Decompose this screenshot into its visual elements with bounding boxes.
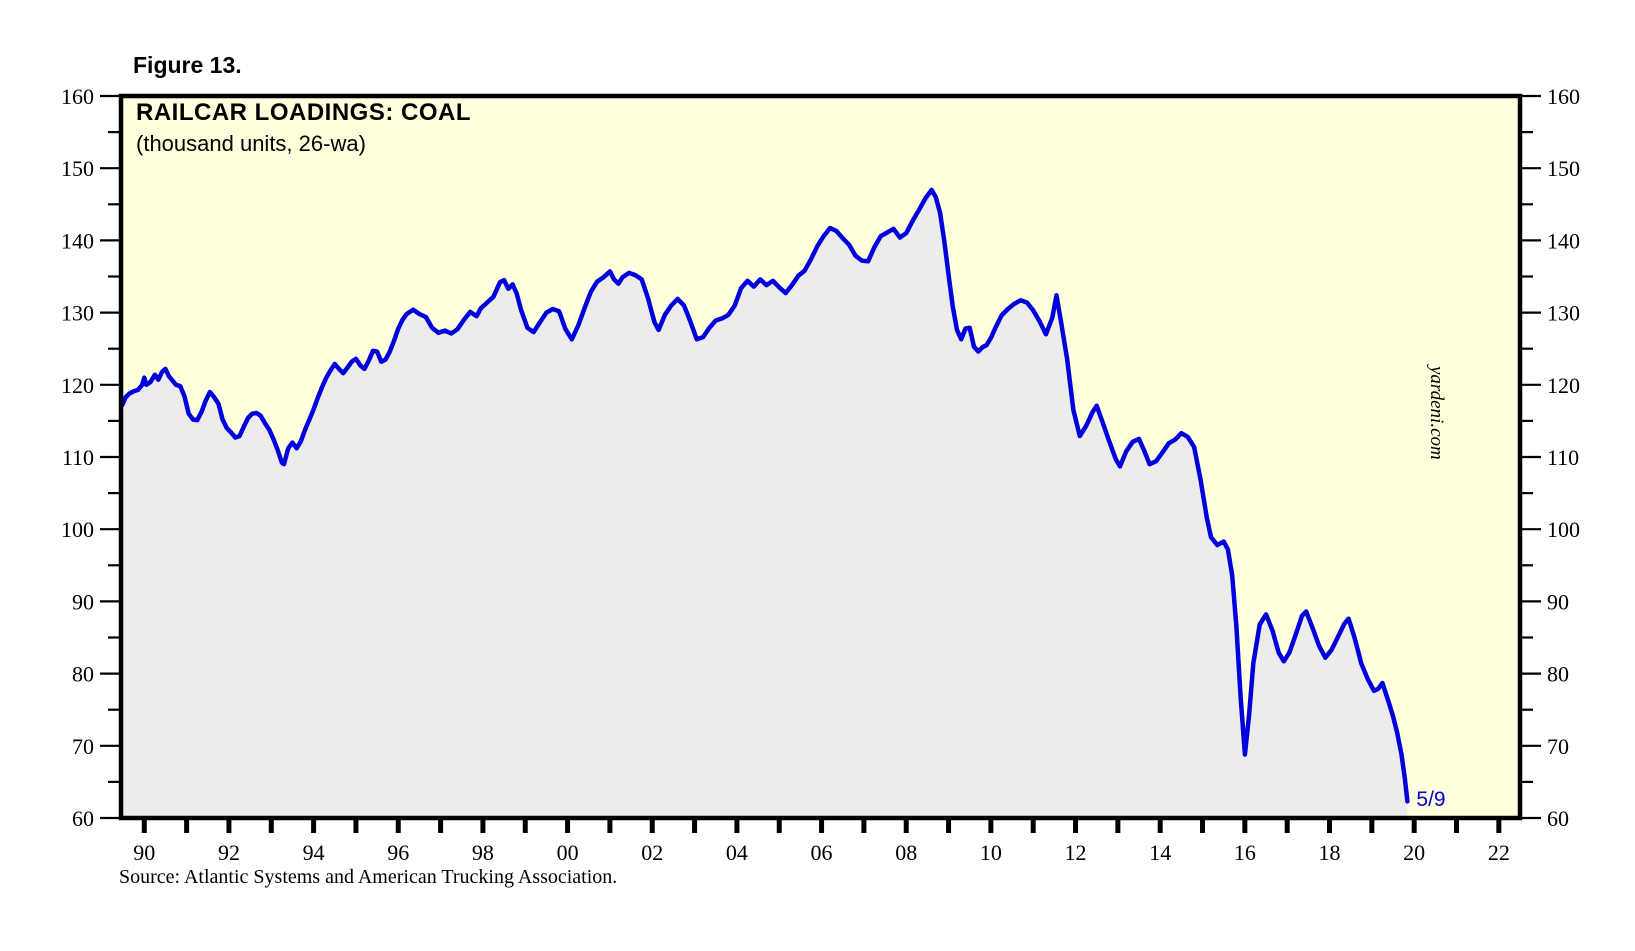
y-tick-label-left: 60 (72, 806, 94, 831)
x-tick-label: 00 (557, 840, 579, 865)
end-date-label: 5/9 (1416, 788, 1446, 812)
y-tick-label-right: 120 (1547, 373, 1580, 398)
y-tick-label-left: 110 (62, 445, 94, 470)
x-tick-label: 22 (1488, 840, 1510, 865)
y-tick-label-left: 80 (72, 662, 94, 687)
chart-title: RAILCAR LOADINGS: COAL (136, 99, 471, 126)
y-tick-label-left: 150 (61, 156, 94, 181)
y-tick-label-left: 140 (61, 228, 94, 253)
coal-loadings-line (120, 187, 1410, 804)
y-tick-label-left: 70 (72, 734, 94, 759)
x-tick-label: 04 (726, 840, 748, 865)
x-tick-label: 96 (387, 840, 409, 865)
y-tick-label-right: 100 (1547, 517, 1580, 542)
x-tick-label: 06 (811, 840, 833, 865)
x-tick-label: 98 (472, 840, 494, 865)
x-tick-label: 18 (1319, 840, 1341, 865)
y-tick-label-left: 100 (61, 517, 94, 542)
figure-label: Figure 13. (133, 52, 242, 78)
source-note: Source: Atlantic Systems and American Tr… (119, 866, 618, 888)
x-tick-label: 92 (218, 840, 240, 865)
plot-border (118, 93, 1523, 821)
y-tick-label-right: 70 (1547, 734, 1569, 759)
x-tick-label: 94 (303, 840, 325, 865)
y-tick-label-right: 80 (1547, 662, 1569, 687)
y-tick-label-right: 150 (1547, 156, 1580, 181)
y-tick-label-left: 160 (61, 84, 94, 109)
x-tick-label: 02 (641, 840, 663, 865)
y-tick-label-right: 130 (1547, 301, 1580, 326)
x-tick-label: 10 (980, 840, 1002, 865)
y-tick-label-left: 90 (72, 589, 94, 614)
area-under-curve (122, 189, 1408, 818)
x-tick-label: 20 (1403, 840, 1425, 865)
yardeni-watermark: yardeni.com (1426, 366, 1447, 460)
x-tick-label: 08 (895, 840, 917, 865)
x-tick-label: 12 (1065, 840, 1087, 865)
y-tick-label-right: 110 (1547, 445, 1579, 470)
y-tick-label-left: 120 (61, 373, 94, 398)
x-tick-label: 14 (1149, 840, 1171, 865)
x-tick-label: 90 (133, 840, 155, 865)
y-tick-label-left: 130 (61, 301, 94, 326)
y-tick-label-right: 160 (1547, 84, 1580, 109)
y-tick-label-right: 140 (1547, 228, 1580, 253)
y-tick-label-right: 90 (1547, 589, 1569, 614)
y-tick-label-right: 60 (1547, 806, 1569, 831)
x-tick-label: 16 (1234, 840, 1256, 865)
chart-subtitle: (thousand units, 26-wa) (136, 131, 366, 156)
